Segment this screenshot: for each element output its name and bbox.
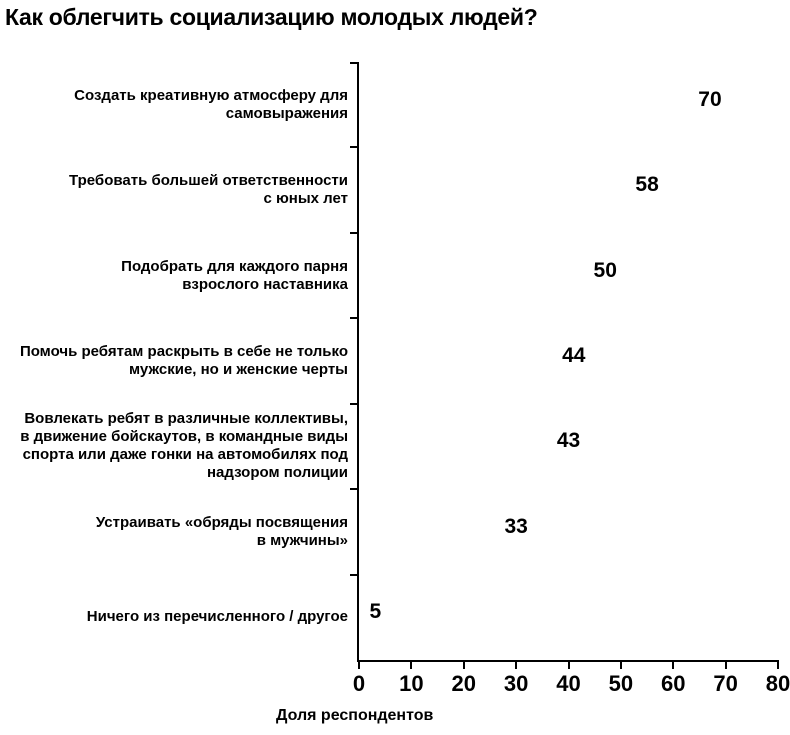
y-axis-tick [350, 488, 359, 491]
x-axis-tick [567, 660, 570, 669]
x-axis-tick-label: 40 [556, 671, 581, 696]
plot-area: 70 58 50 44 43 33 5 0 10 20 30 40 50 60 70 80 [350, 62, 790, 695]
x-axis-tick-label: 70 [713, 671, 738, 696]
x-axis-title: Доля респондентов [276, 707, 434, 724]
category-labels: Создать креативную атмосферу для самовыра… [0, 62, 348, 660]
category-label: Вовлекать ребят в различные коллективы, в… [20, 410, 348, 482]
chart-title: Как облегчить социализацию молодых людей… [5, 4, 538, 30]
category-label: Требовать большей ответственности с юных … [69, 172, 348, 208]
x-axis-tick [462, 660, 465, 669]
x-axis-tick-label: 10 [399, 671, 424, 696]
x-axis-tick [410, 660, 413, 669]
y-axis-tick [350, 317, 359, 320]
x-axis-tick-label: 0 [352, 671, 366, 696]
category-label: Создать креативную атмосферу для самовыра… [74, 86, 348, 122]
y-axis-tick [350, 231, 359, 234]
value-label: 44 [562, 344, 586, 367]
x-axis-tick-label: 20 [451, 671, 476, 696]
y-axis-tick [350, 62, 359, 64]
x-axis-tick [672, 660, 675, 669]
x-axis-tick-label: 50 [608, 671, 634, 696]
x-axis-tick [777, 660, 779, 669]
value-label: 5 [369, 600, 382, 624]
y-axis-tick [350, 573, 359, 576]
y-axis-tick [350, 146, 359, 149]
x-axis-tick-label: 30 [503, 671, 529, 696]
x-axis-tick [358, 660, 360, 669]
x-axis-tick [724, 660, 727, 669]
x-axis-tick-label: 60 [661, 671, 686, 696]
x-axis-tick [515, 660, 518, 669]
value-label: 50 [593, 258, 617, 282]
value-label: 43 [556, 429, 581, 453]
value-label: 70 [698, 87, 722, 111]
x-axis-tick [619, 660, 622, 669]
category-label: Подобрать для каждого парня взрослого нас… [121, 257, 348, 293]
category-label: Устраивать «обряды посвящения в мужчины» [95, 513, 348, 549]
category-label: Помочь ребятам раскрыть в себе не только… [19, 342, 348, 378]
y-axis-tick [350, 402, 359, 405]
category-label: Ничего из перечисленного / другое [86, 608, 348, 626]
value-label: 58 [635, 173, 659, 197]
value-label: 33 [504, 514, 528, 538]
x-axis-tick-label: 80 [765, 671, 790, 696]
